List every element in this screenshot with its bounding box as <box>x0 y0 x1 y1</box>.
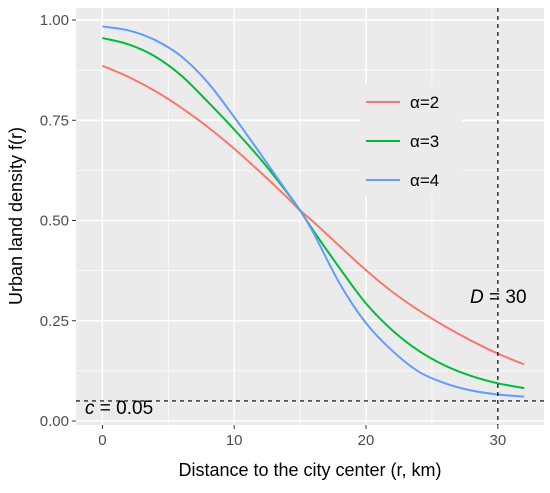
x-tick-label: 20 <box>358 432 375 449</box>
y-tick-label: 0.00 <box>40 413 69 430</box>
y-axis-title: Urban land density f(r) <box>6 127 26 305</box>
legend-item-alpha-3: α=3 <box>366 132 439 151</box>
legend-item-alpha-2: α=2 <box>366 93 439 112</box>
x-tick-label: 0 <box>98 432 106 449</box>
legend: α=2 α=3 α=4 <box>360 84 462 196</box>
x-axis-title: Distance to the city center (r, km) <box>178 460 441 480</box>
x-axis-ticks: 0 10 20 30 <box>98 425 506 449</box>
d-annotation: D = 30 <box>470 287 527 308</box>
c-annotation: c = 0.05 <box>85 398 153 419</box>
legend-label-alpha-3: α=3 <box>410 132 439 151</box>
plot-panel <box>76 8 544 425</box>
legend-label-alpha-4: α=4 <box>410 171 439 190</box>
legend-label-alpha-2: α=2 <box>410 93 439 112</box>
y-tick-label: 0.50 <box>40 213 69 230</box>
minor-gridlines <box>76 8 544 425</box>
reference-lines <box>76 8 544 425</box>
y-axis-ticks: 0.00 0.25 0.50 0.75 1.00 <box>40 12 76 430</box>
series-lines <box>101 25 525 398</box>
legend-item-alpha-4: α=4 <box>366 171 439 190</box>
series-line-2 <box>101 64 525 366</box>
x-tick-label: 30 <box>490 432 507 449</box>
y-tick-label: 1.00 <box>40 12 69 29</box>
x-tick-label: 10 <box>226 432 243 449</box>
series-line-4 <box>102 25 525 398</box>
major-gridlines <box>76 8 544 425</box>
y-tick-label: 0.25 <box>40 313 69 330</box>
y-tick-label: 0.75 <box>40 112 69 129</box>
